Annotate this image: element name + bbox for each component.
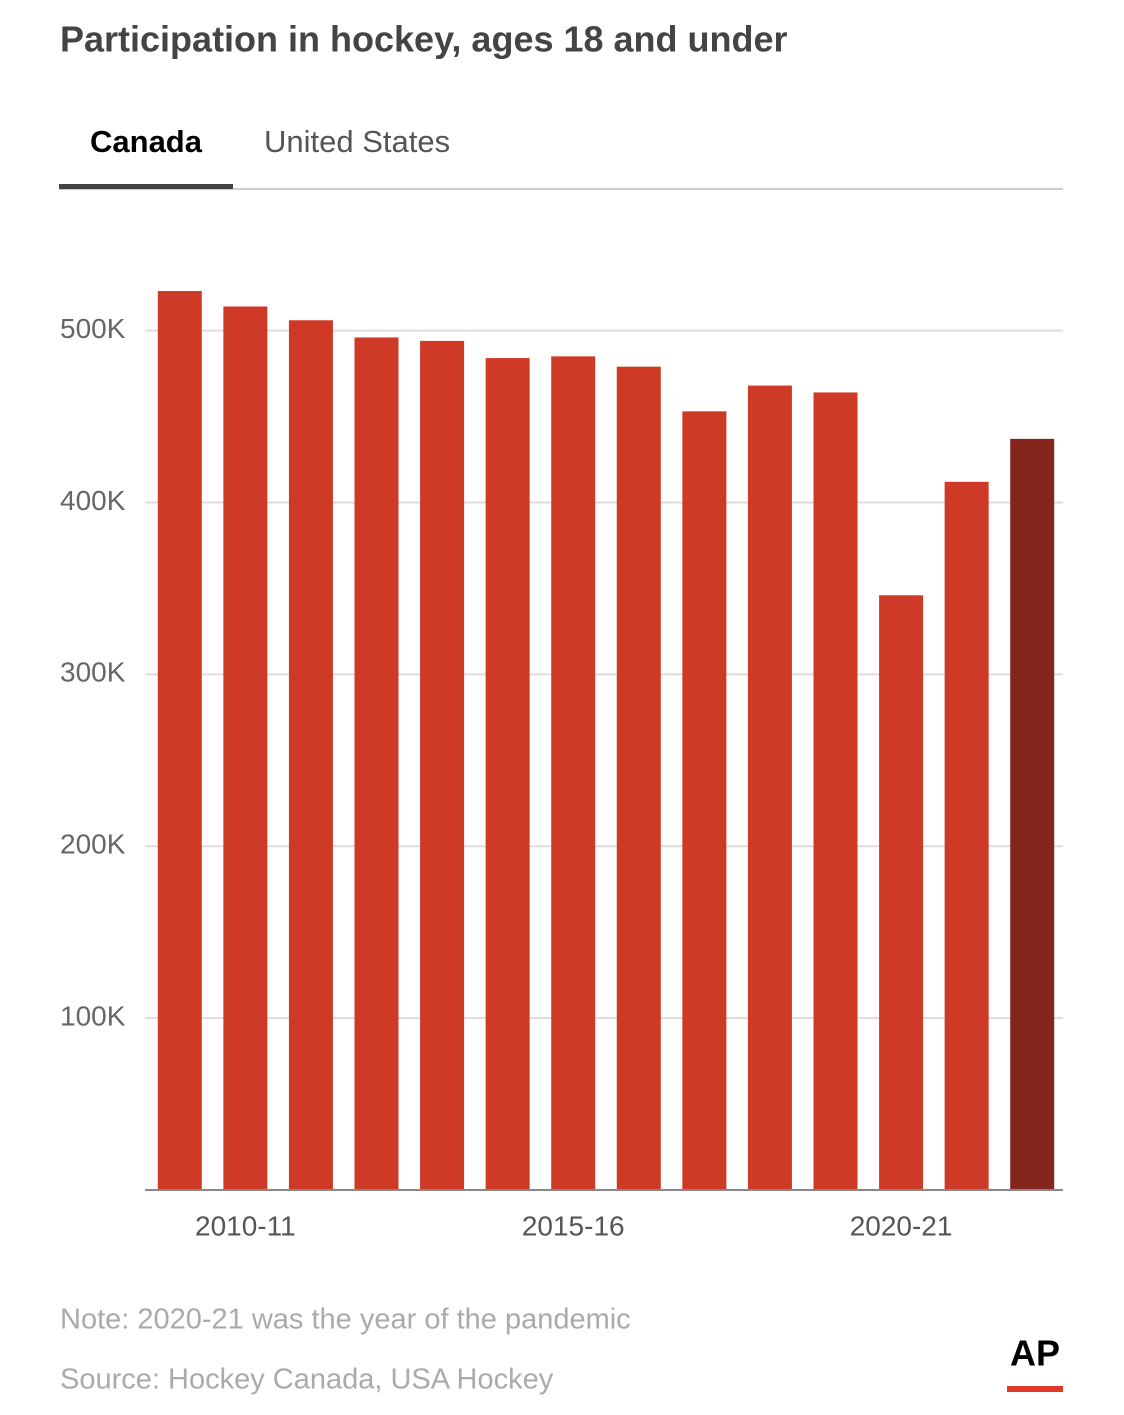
y-tick-label: 500K (60, 313, 126, 344)
bar (288, 320, 333, 1191)
bar (420, 340, 465, 1190)
logo-bar (1007, 1386, 1063, 1392)
note: Note: 2020-21 was the year of the pandem… (60, 1304, 631, 1336)
y-tick-label: 200K (60, 829, 126, 860)
bar (157, 291, 202, 1190)
y-tick-label: 100K (60, 1001, 126, 1032)
y-tick-label: 300K (60, 657, 126, 688)
bar (813, 392, 858, 1190)
bar (551, 356, 596, 1190)
bar (879, 595, 924, 1190)
tab[interactable]: United States (264, 124, 450, 159)
x-tick-label: 2010-11 (195, 1210, 296, 1241)
y-tick-label: 400K (60, 485, 126, 516)
tab-indicator (59, 184, 233, 189)
source: Source: Hockey Canada, USA Hockey (60, 1364, 554, 1396)
bar (485, 358, 530, 1190)
x-tick-label: 2020-21 (850, 1210, 953, 1241)
bar (223, 306, 268, 1190)
bar (354, 337, 399, 1190)
bar (747, 385, 792, 1190)
bar (682, 411, 727, 1190)
x-tick-label: 2015-16 (522, 1210, 625, 1241)
tab[interactable]: Canada (90, 124, 203, 159)
bar (616, 366, 661, 1191)
logo: AP (1010, 1333, 1060, 1374)
chart-title: Participation in hockey, ages 18 and und… (60, 19, 788, 60)
bar (1010, 438, 1055, 1190)
bar (944, 481, 989, 1190)
